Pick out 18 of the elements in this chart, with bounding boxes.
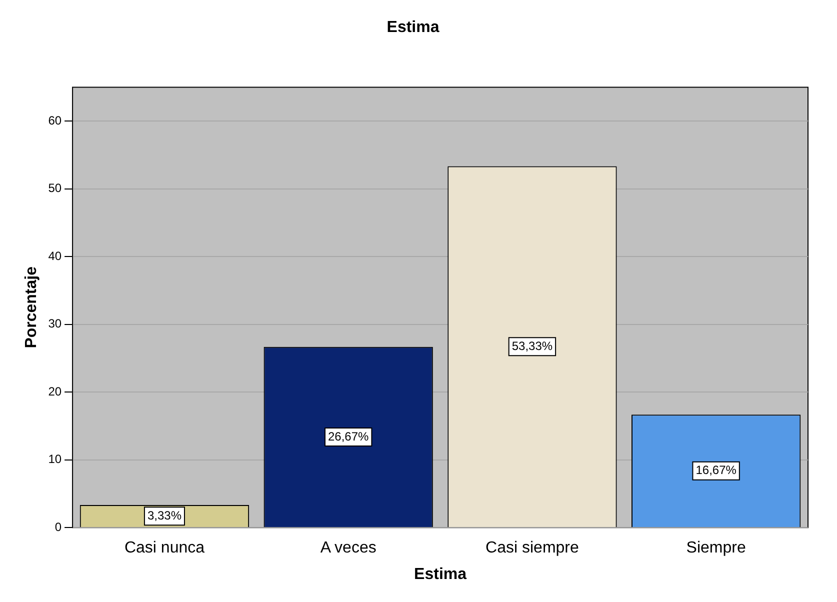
y-tick-label: 0	[54, 520, 62, 534]
data-label: 3,33%	[147, 508, 182, 522]
y-tick-label: 60	[48, 113, 62, 128]
chart-title: Estima	[386, 19, 440, 36]
y-axis-title: Porcentaje	[23, 266, 40, 348]
x-tick-label: Casi siempre	[486, 540, 579, 557]
x-tick-label: Siempre	[686, 540, 746, 557]
data-label: 53,33%	[512, 338, 553, 353]
y-tick-label: 20	[48, 384, 62, 398]
data-label: 16,67%	[696, 463, 737, 478]
x-axis-title: Estima	[414, 566, 467, 583]
y-tick-label: 10	[48, 452, 62, 466]
data-label: 26,67%	[328, 429, 370, 444]
x-tick-label: A veces	[320, 540, 376, 557]
y-tick-label: 40	[48, 248, 62, 263]
y-tick-label: 30	[48, 316, 62, 331]
x-tick-label: Casi nunca	[124, 540, 205, 557]
y-tick-label: 50	[48, 181, 62, 196]
